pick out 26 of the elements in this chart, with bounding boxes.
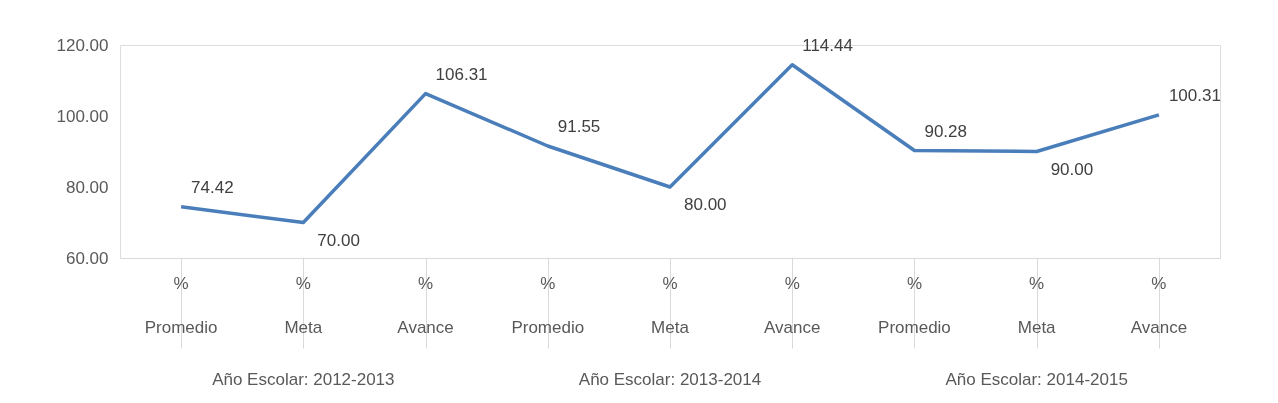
text: Año Escolar: 2014-2015 bbox=[945, 370, 1128, 389]
text: Año Escolar: 2013-2014 bbox=[578, 370, 762, 389]
category-label: % Promedio bbox=[511, 274, 585, 337]
line-series bbox=[179, 62, 1161, 225]
data-label: 80.00 bbox=[684, 195, 727, 214]
data-label: 70.00 bbox=[317, 230, 360, 250]
y-tick-label: 80.00 bbox=[65, 177, 109, 197]
y-tick-label: 60.00 bbox=[65, 248, 109, 268]
category-label: % Meta bbox=[284, 274, 323, 337]
y-tick-label: 100.00 bbox=[56, 106, 109, 126]
category-label: % Avance bbox=[1130, 274, 1188, 337]
category-label: % Promedio bbox=[144, 274, 218, 337]
data-label: 100.31 bbox=[1168, 85, 1221, 105]
data-label: 74.42 bbox=[191, 177, 234, 197]
category-label: % Avance bbox=[764, 274, 821, 337]
category-label: % Promedio bbox=[878, 274, 951, 337]
data-label: 90.28 bbox=[924, 121, 967, 141]
category-label: % Meta bbox=[651, 274, 689, 337]
data-label: 90.00 bbox=[1050, 159, 1094, 179]
y-tick-label: 120.00 bbox=[56, 35, 109, 55]
category-label: % Meta bbox=[1017, 274, 1056, 337]
data-label: 114.44 bbox=[802, 35, 853, 55]
data-label: 91.55 bbox=[557, 117, 601, 136]
text: Año Escolar: 2012-2013 bbox=[212, 370, 395, 389]
category-label: % Avance bbox=[397, 274, 454, 337]
data-label: 106.31 bbox=[435, 64, 488, 84]
